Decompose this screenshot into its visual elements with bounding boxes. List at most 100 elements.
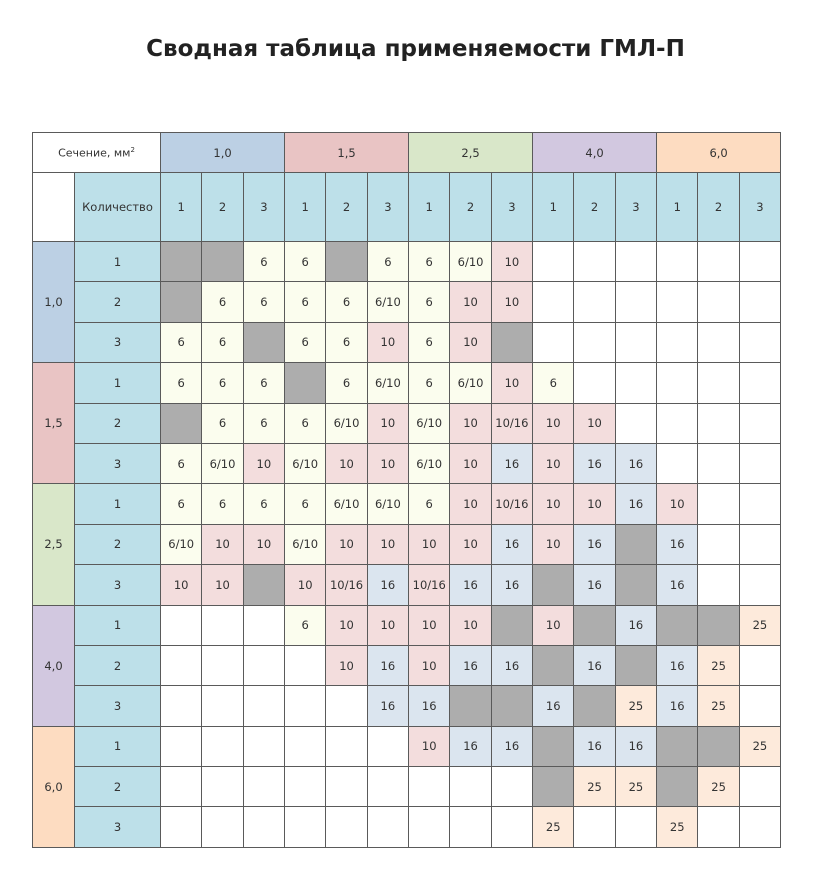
row-count: 2 — [73, 402, 162, 444]
table-cell: 16 — [490, 564, 534, 606]
table-cell: 16 — [656, 523, 699, 566]
table-cell: 6 — [201, 402, 244, 444]
table-cell: 10 — [449, 483, 492, 525]
table-cell: 10 — [408, 725, 451, 768]
table-cell: 6 — [201, 483, 244, 525]
table-row: 4,0 1 6 10 10 10 10 10 16 25 — [32, 604, 782, 727]
table-cell: 6/10 — [201, 442, 244, 485]
table-cell: 10 — [490, 362, 534, 404]
table-cell: 10 — [325, 523, 368, 566]
table-cell — [738, 766, 782, 808]
table-cell: 6/10 — [449, 362, 492, 404]
row-count: 3 — [73, 806, 162, 848]
table-cell: 10 — [325, 604, 368, 646]
table-cell: 10 — [325, 442, 368, 485]
table-cell — [656, 240, 699, 283]
table-cell: 10/16 — [408, 564, 451, 606]
table-cell: 16 — [490, 725, 534, 768]
table-cell: 16 — [490, 644, 534, 687]
table-cell: 6 — [160, 321, 203, 364]
table-cell — [656, 362, 699, 404]
table-cell: 25 — [614, 766, 658, 808]
table-cell: 25 — [573, 766, 616, 808]
incompatible-cell — [325, 240, 368, 283]
table-cell: 6/10 — [325, 483, 368, 525]
incompatible-cell — [490, 321, 534, 364]
table-cell: 10 — [449, 281, 492, 323]
table-cell — [160, 806, 203, 848]
table-cell: 25 — [697, 766, 740, 808]
table-cell: 16 — [573, 725, 616, 768]
table-cell: 6/10 — [325, 402, 368, 444]
table-cell — [656, 402, 699, 444]
table-row: 3 10 10 10 10/16 16 10/16 16 16 16 16 — [33, 564, 782, 606]
table-cell: 6 — [201, 321, 244, 364]
table-cell — [573, 281, 616, 323]
column-section-6-0: 6,0 — [656, 132, 782, 173]
incompatible-cell — [614, 564, 658, 606]
table-cell: 6 — [408, 321, 451, 364]
column-section-1-0: 1,0 — [160, 132, 286, 173]
table-cell — [697, 806, 740, 848]
table-cell: 16 — [449, 564, 492, 606]
table-cell: 6/10 — [408, 402, 451, 444]
table-cell: 6 — [242, 402, 286, 444]
table-cell — [408, 766, 451, 808]
table-cell: 16 — [449, 644, 492, 687]
table-cell — [738, 806, 782, 848]
table-cell — [160, 644, 203, 687]
table-cell: 10 — [366, 402, 410, 444]
table-cell: 10 — [449, 402, 492, 444]
table-cell — [490, 806, 534, 848]
table-cell — [697, 362, 740, 404]
table-cell: 10 — [366, 604, 410, 646]
table-cell: 6 — [284, 483, 327, 525]
table-cell: 6 — [160, 362, 203, 404]
table-cell — [242, 806, 286, 848]
table-cell — [532, 240, 575, 283]
table-cell: 16 — [573, 442, 616, 485]
table-cell: 10 — [366, 442, 410, 485]
column-count: 3 — [490, 172, 534, 242]
section-label-sup: 2 — [130, 145, 135, 154]
table-cell: 10 — [449, 321, 492, 364]
table-cell: 6 — [242, 362, 286, 404]
table-cell: 6 — [242, 281, 286, 323]
table-cell — [366, 725, 410, 768]
table-cell — [697, 402, 740, 444]
row-count: 1 — [73, 604, 162, 646]
table-cell — [738, 523, 782, 566]
table-cell: 6 — [284, 604, 327, 646]
table-cell — [201, 685, 244, 727]
table-cell: 6 — [284, 240, 327, 283]
table-cell — [738, 402, 782, 444]
table-cell: 25 — [697, 685, 740, 727]
table-cell: 6/10 — [366, 483, 410, 525]
table-cell — [242, 725, 286, 768]
incompatible-cell — [201, 240, 244, 283]
row-count: 3 — [73, 321, 162, 364]
table-cell: 25 — [532, 806, 575, 848]
table-cell: 10 — [532, 442, 575, 485]
table-cell — [697, 281, 740, 323]
column-section-1-5: 1,5 — [284, 132, 410, 173]
table-cell — [738, 281, 782, 323]
row-count: 2 — [73, 523, 162, 566]
table-cell: 16 — [656, 644, 699, 687]
incompatible-cell — [697, 604, 740, 646]
table-cell — [325, 766, 368, 808]
table-cell: 6/10 — [284, 442, 327, 485]
table-cell: 10 — [284, 564, 327, 606]
table-cell: 10/16 — [325, 564, 368, 606]
corner-blank — [32, 172, 75, 242]
table-cell — [201, 725, 244, 768]
table-cell: 25 — [656, 806, 699, 848]
table-cell — [738, 685, 782, 727]
column-count: 1 — [656, 172, 699, 242]
table-cell: 10 — [573, 483, 616, 525]
table-cell: 10 — [449, 442, 492, 485]
table-cell — [242, 644, 286, 687]
table-cell: 16 — [490, 523, 534, 566]
incompatible-cell — [697, 725, 740, 768]
table-cell — [284, 806, 327, 848]
